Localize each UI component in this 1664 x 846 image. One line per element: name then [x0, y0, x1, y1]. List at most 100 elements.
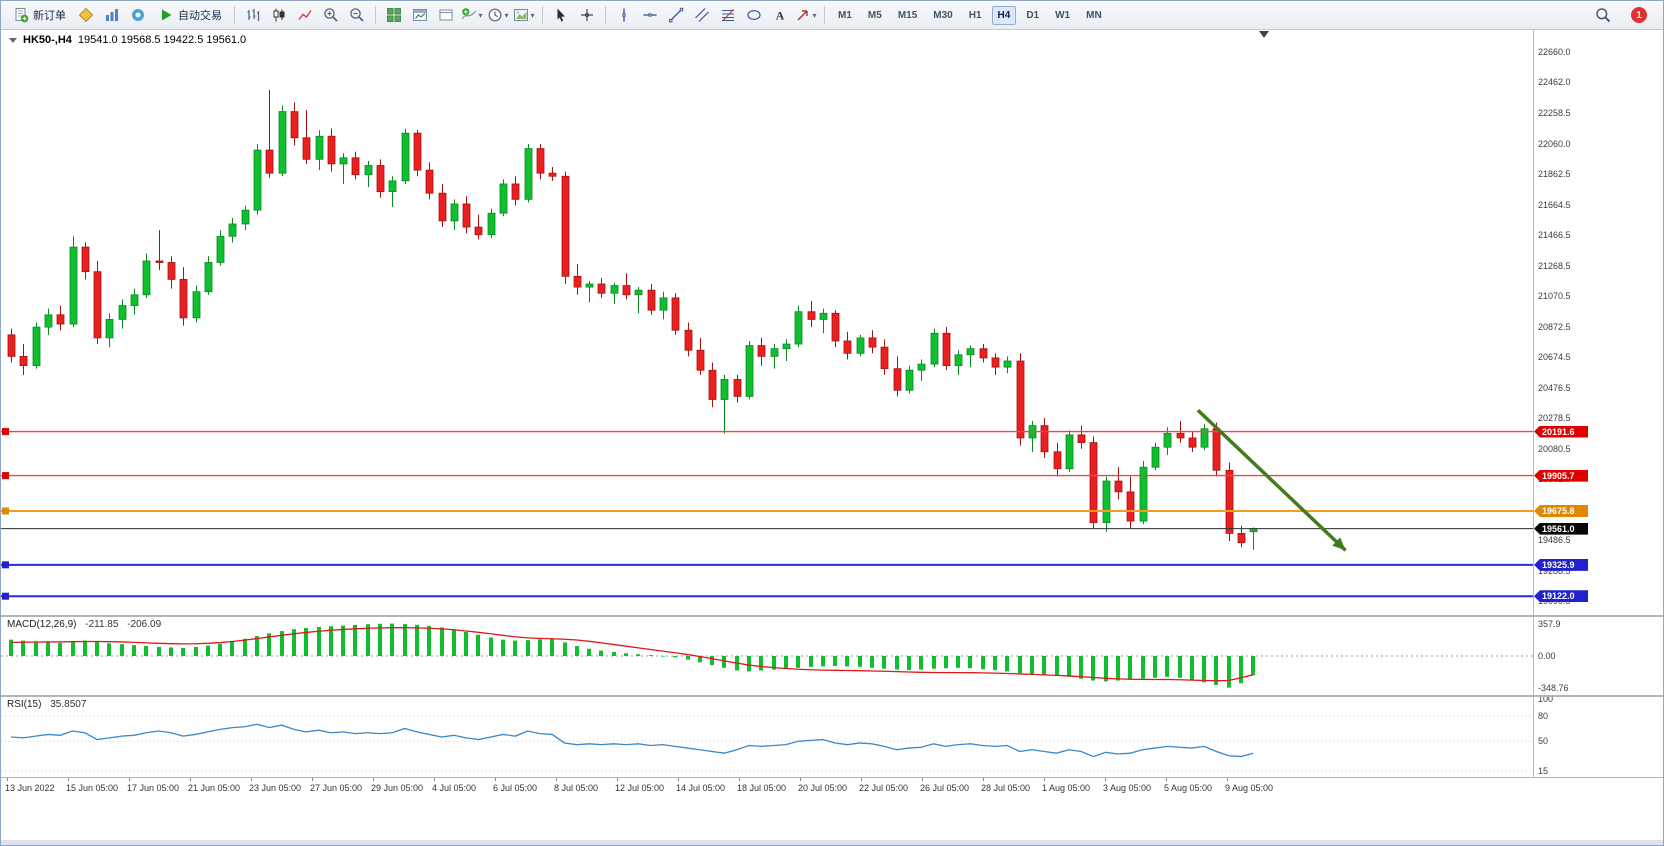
time-axis-label: 6 Jul 05:00 [493, 783, 538, 793]
candle-body [142, 260, 151, 296]
chart-symbol-period: HK50-,H4 [23, 34, 72, 46]
bar-chart-icon [245, 7, 261, 23]
time-axis[interactable]: 13 Jun 2022 15 Jun 05:00 17 Jun 05:00 21 Ju… [1, 777, 1663, 797]
zoom-in-button[interactable] [319, 3, 343, 27]
trendline-button[interactable] [664, 3, 688, 27]
toolbar-separator [605, 6, 606, 24]
candle-body [315, 135, 324, 160]
time-axis-label: 18 Jul 05:00 [737, 783, 787, 793]
candle-body [991, 357, 1000, 368]
candle-body [1089, 442, 1098, 524]
timeframe-m5-button[interactable]: M5 [867, 9, 882, 21]
candle-body [622, 285, 631, 296]
line-chart-button[interactable] [293, 3, 317, 27]
chart-title: HK50-,H4 19541.0 19568.5 19422.5 19561.0 [9, 34, 246, 46]
candle-body [684, 329, 693, 351]
macd-axis-tick: -348.76 [1538, 682, 1569, 693]
channel-button[interactable] [690, 3, 714, 27]
trend-arrow-head[interactable] [1332, 537, 1346, 551]
bar-chart-button[interactable] [241, 3, 265, 27]
search-button[interactable] [1591, 3, 1615, 27]
dropdown-caret-icon: ▾ [812, 10, 817, 20]
timeframe-w1-button[interactable]: W1 [1055, 9, 1071, 21]
price-pane[interactable]: HK50-,H4 19541.0 19568.5 19422.5 19561.0 [1, 30, 1533, 615]
profile-button[interactable] [434, 3, 458, 27]
candle-body [536, 148, 545, 174]
rsi-axis-tick: 100 [1538, 697, 1554, 704]
notification-badge[interactable]: 1 [1631, 7, 1647, 23]
timeframe-m1-button[interactable]: M1 [838, 9, 852, 21]
price-axis[interactable]: 22660.0 22462.0 22258.5 22060.0 21862.5 21664… [1533, 30, 1663, 615]
macd-pane[interactable]: MACD(12,26,9) -211.85 -206.09 [1, 617, 1533, 695]
arrows-button[interactable]: ▾ [794, 3, 818, 27]
candle-body [597, 283, 606, 294]
chart-shift-marker[interactable] [1259, 31, 1269, 38]
rsi-axis[interactable]: 100 80 50 15 [1533, 697, 1663, 777]
rsi-value: 35.8507 [50, 699, 87, 710]
macd-histogram-bar [1202, 656, 1206, 683]
horizontal-line-button[interactable] [638, 3, 662, 27]
fibonacci-button[interactable] [716, 3, 740, 27]
macd-histogram-bar [230, 641, 234, 656]
candle-body [856, 337, 865, 354]
candle-body [1126, 491, 1135, 522]
macd-histogram-bar [1178, 656, 1182, 678]
candle-body [1077, 434, 1086, 443]
period-button[interactable]: ▾ [486, 3, 510, 27]
dropdown-caret-icon: ▾ [478, 10, 483, 20]
timeframe-d1-button[interactable]: D1 [1026, 9, 1040, 21]
community-button[interactable] [126, 3, 150, 27]
rsi-pane[interactable]: RSI(15) 35.8507 [1, 697, 1533, 777]
candle-body [1016, 360, 1025, 439]
timeframe-mn-button[interactable]: MN [1086, 9, 1102, 21]
add-indicator-button[interactable]: ▾ [460, 3, 484, 27]
timeframe-m30-button[interactable]: M30 [933, 9, 953, 21]
candle-body [770, 348, 779, 357]
template-button[interactable]: ▾ [512, 3, 536, 27]
timeframe-m15-button[interactable]: M15 [897, 9, 918, 21]
symbol-dropdown-icon[interactable] [9, 37, 17, 43]
candle-chart-button[interactable] [267, 3, 291, 27]
charts-button[interactable] [100, 3, 124, 27]
candle-body [327, 135, 336, 165]
line-chart-icon [297, 7, 313, 23]
time-axis-tick [983, 778, 984, 781]
macd-histogram-bar [95, 641, 99, 656]
cursor-button[interactable] [549, 3, 573, 27]
macd-histogram-bar [353, 624, 357, 656]
tile-windows-button[interactable] [382, 3, 406, 27]
macd-histogram-bar [944, 656, 948, 669]
shapes-button[interactable] [742, 3, 766, 27]
macd-histogram-bar [9, 639, 13, 656]
text-button[interactable]: A [768, 3, 792, 27]
trend-arrow-line[interactable] [1196, 408, 1347, 552]
level-left-marker[interactable] [2, 507, 9, 515]
crosshair-button[interactable] [575, 3, 599, 27]
zoom-out-button[interactable] [345, 3, 369, 27]
candle-body [979, 348, 988, 359]
pane-separator[interactable] [1, 615, 1663, 617]
new-order-button[interactable]: 新订单 [7, 4, 72, 26]
level-left-marker[interactable] [2, 428, 9, 436]
candle-body [474, 226, 483, 236]
candle-body [401, 132, 410, 182]
macd-axis[interactable]: 357.9 0.00 -348.76 [1533, 617, 1663, 695]
market-depth-button[interactable] [74, 3, 98, 27]
macd-histogram-bar [981, 656, 985, 670]
macd-histogram-bar [895, 656, 899, 670]
timeframe-h4-button[interactable]: H4 [991, 5, 1017, 25]
level-left-marker[interactable] [2, 592, 9, 600]
new-chart-button[interactable] [408, 3, 432, 27]
vertical-line-button[interactable] [612, 3, 636, 27]
pane-separator[interactable] [1, 695, 1663, 697]
macd-histogram-bar [206, 645, 210, 656]
macd-histogram-bar [144, 646, 148, 656]
macd-axis-tick: 0.00 [1538, 651, 1556, 661]
candle-body [573, 275, 582, 288]
candle-body [499, 183, 508, 214]
level-left-marker[interactable] [2, 561, 9, 569]
search-icon [1595, 7, 1611, 23]
timeframe-h1-button[interactable]: H1 [968, 9, 982, 21]
algo-trading-button[interactable]: 自动交易 [152, 4, 228, 26]
level-left-marker[interactable] [2, 472, 9, 480]
